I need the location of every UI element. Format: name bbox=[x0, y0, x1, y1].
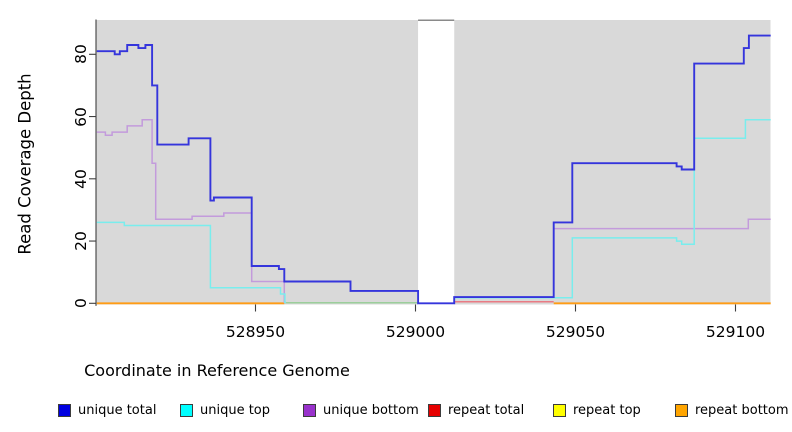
series-layer bbox=[96, 34, 771, 305]
plot-panel-left bbox=[96, 20, 419, 305]
series-line-unique-top-seg1 bbox=[96, 221, 286, 304]
axis-layer bbox=[89, 19, 737, 312]
series-line-unique-top-seg2 bbox=[454, 118, 771, 299]
series-line-unique-bottom-seg2 bbox=[553, 218, 771, 230]
y-tick-label-80: 80 bbox=[72, 44, 90, 65]
x-tick-label-528950: 528950 bbox=[225, 323, 286, 341]
x-tick-label-529100: 529100 bbox=[705, 323, 766, 341]
x-axis-title-text: Coordinate in Reference Genome bbox=[84, 361, 350, 380]
y-axis-title: Read Coverage Depth bbox=[15, 73, 35, 255]
series-line-unique-total bbox=[96, 34, 771, 305]
y-tick-label-40: 40 bbox=[72, 168, 90, 189]
y-tick-label-20: 20 bbox=[72, 231, 90, 251]
x-tick-label-529000: 529000 bbox=[385, 323, 446, 341]
x-axis-title: Coordinate in Reference Genome bbox=[0, 361, 651, 380]
x-tick-label-529050: 529050 bbox=[545, 323, 606, 341]
y-tick-label-60: 60 bbox=[72, 106, 90, 127]
y-tick-label-0: 0 bbox=[72, 298, 90, 309]
